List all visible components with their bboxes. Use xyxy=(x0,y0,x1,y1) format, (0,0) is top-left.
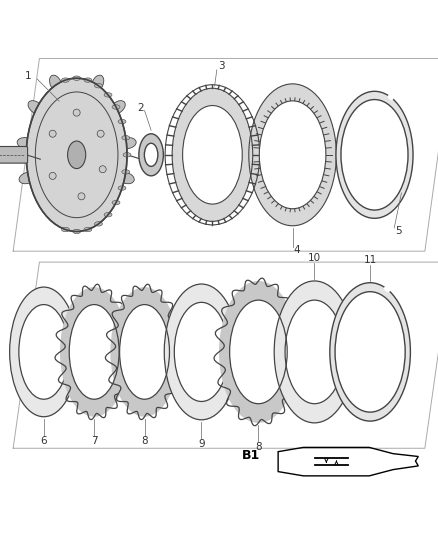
Ellipse shape xyxy=(112,105,120,109)
Ellipse shape xyxy=(117,172,134,184)
Ellipse shape xyxy=(19,172,36,184)
Text: 1: 1 xyxy=(25,71,32,81)
Ellipse shape xyxy=(49,75,62,92)
Circle shape xyxy=(49,172,56,180)
Ellipse shape xyxy=(174,302,229,401)
Ellipse shape xyxy=(139,134,163,176)
Ellipse shape xyxy=(67,141,86,168)
Ellipse shape xyxy=(19,304,69,399)
Ellipse shape xyxy=(172,88,253,221)
Ellipse shape xyxy=(123,152,131,157)
Ellipse shape xyxy=(335,292,405,412)
Ellipse shape xyxy=(95,222,102,226)
Ellipse shape xyxy=(112,200,120,205)
Text: 10: 10 xyxy=(308,253,321,263)
Ellipse shape xyxy=(104,213,112,217)
FancyBboxPatch shape xyxy=(0,147,28,163)
Text: 11: 11 xyxy=(364,255,377,265)
Ellipse shape xyxy=(17,138,35,149)
Text: 8: 8 xyxy=(141,436,148,446)
Text: 7: 7 xyxy=(91,436,98,446)
Ellipse shape xyxy=(60,287,128,417)
Circle shape xyxy=(97,130,104,137)
Ellipse shape xyxy=(69,304,119,399)
Circle shape xyxy=(49,130,56,137)
Text: 5: 5 xyxy=(395,225,402,236)
Ellipse shape xyxy=(259,101,326,209)
Ellipse shape xyxy=(73,229,81,233)
Ellipse shape xyxy=(122,169,130,174)
Text: 4: 4 xyxy=(293,245,300,255)
Text: B1: B1 xyxy=(242,449,261,462)
Circle shape xyxy=(99,166,106,173)
Ellipse shape xyxy=(104,93,112,97)
Ellipse shape xyxy=(230,300,287,403)
Ellipse shape xyxy=(61,78,69,82)
Ellipse shape xyxy=(120,304,170,399)
Ellipse shape xyxy=(122,135,130,140)
Ellipse shape xyxy=(61,228,69,232)
Ellipse shape xyxy=(336,91,413,219)
Ellipse shape xyxy=(249,84,336,226)
Text: 2: 2 xyxy=(137,103,144,113)
Ellipse shape xyxy=(26,78,127,231)
Ellipse shape xyxy=(118,119,126,124)
Ellipse shape xyxy=(84,228,92,232)
Ellipse shape xyxy=(330,282,410,421)
Ellipse shape xyxy=(274,281,355,423)
Ellipse shape xyxy=(285,300,344,403)
Text: 8: 8 xyxy=(255,442,262,452)
Circle shape xyxy=(73,109,80,116)
Ellipse shape xyxy=(145,143,158,166)
Ellipse shape xyxy=(10,287,78,417)
Ellipse shape xyxy=(84,78,92,82)
Ellipse shape xyxy=(219,281,298,423)
Ellipse shape xyxy=(118,186,126,190)
Text: 3: 3 xyxy=(218,61,225,71)
Ellipse shape xyxy=(110,101,125,115)
Text: 6: 6 xyxy=(40,436,47,446)
Ellipse shape xyxy=(73,76,81,80)
Ellipse shape xyxy=(28,101,43,115)
Ellipse shape xyxy=(92,75,104,92)
Ellipse shape xyxy=(95,84,102,88)
Circle shape xyxy=(78,193,85,200)
Ellipse shape xyxy=(183,106,242,204)
Ellipse shape xyxy=(341,100,408,210)
Text: 9: 9 xyxy=(198,439,205,449)
Ellipse shape xyxy=(110,287,179,417)
Ellipse shape xyxy=(119,138,136,149)
Ellipse shape xyxy=(164,284,239,420)
